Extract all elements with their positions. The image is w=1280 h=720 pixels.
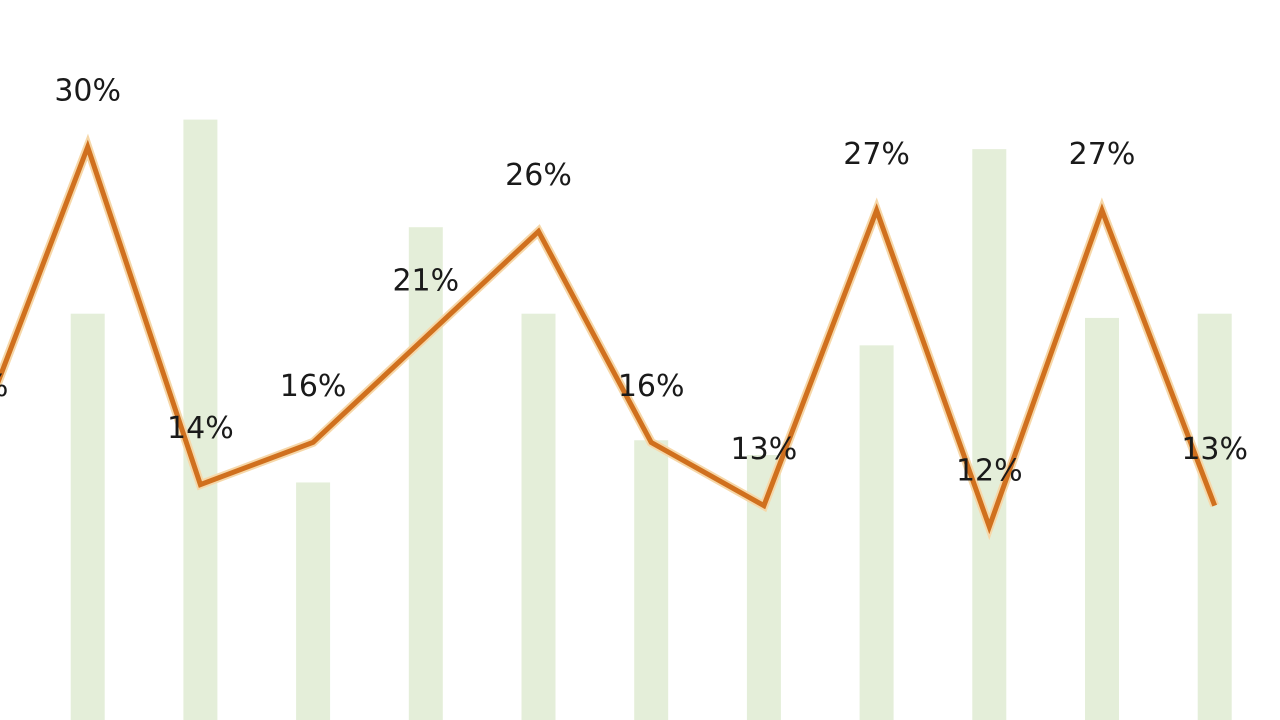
data-label: 13%: [1181, 432, 1248, 467]
data-label: 14%: [167, 411, 234, 446]
bar: [521, 313, 556, 720]
data-label: 16%: [280, 369, 347, 404]
data-label: 27%: [1069, 137, 1136, 172]
line: [0, 139, 1218, 535]
line-halo: [0, 133, 1219, 541]
data-label: 30%: [54, 74, 121, 109]
bar: [859, 345, 894, 720]
data-label: 21%: [392, 263, 459, 298]
bar: [972, 149, 1007, 720]
bar: [183, 119, 218, 720]
bar: [1085, 317, 1119, 720]
data-label: 16%: [0, 369, 8, 404]
data-label: 16%: [618, 369, 685, 404]
data-label: 13%: [731, 432, 798, 467]
bar: [1197, 313, 1232, 720]
bar: [70, 313, 105, 720]
bar: [634, 440, 669, 720]
data-label: 27%: [843, 137, 910, 172]
bar: [296, 482, 331, 720]
bar: [408, 227, 443, 720]
data-label: 12%: [956, 453, 1023, 488]
data-label: 26%: [505, 158, 572, 193]
